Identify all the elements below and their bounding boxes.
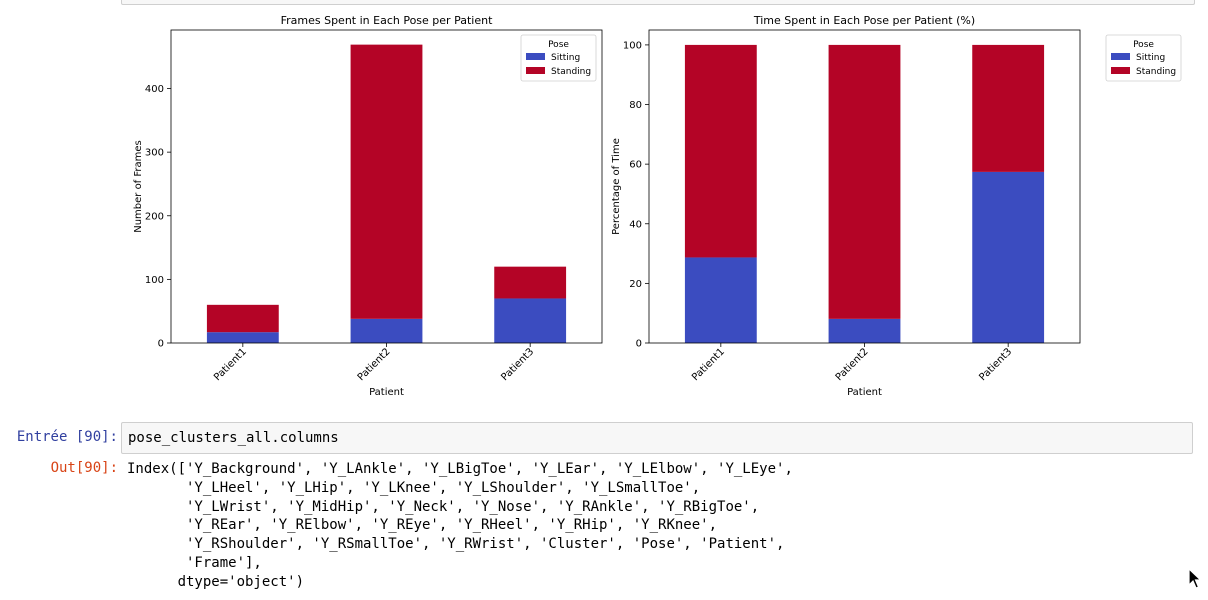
legend-label-standing: Standing: [1136, 67, 1176, 77]
bar-sitting-patient3: [494, 298, 567, 343]
legend-swatch-sitting: [526, 53, 545, 60]
x-tick-label: Patient1: [690, 346, 727, 383]
bar-sitting-patient1: [684, 257, 757, 343]
y-tick-label: 100: [145, 275, 164, 286]
output-line: 'Y_REar', 'Y_RElbow', 'Y_REye', 'Y_RHeel…: [127, 517, 718, 534]
legend-swatch-standing: [526, 67, 545, 74]
legend-title: Pose: [1133, 40, 1154, 50]
input-prompt: Entrée [90]:: [16, 429, 118, 445]
bar-sitting-patient1: [206, 332, 279, 343]
x-tick-label: Patient3: [977, 346, 1014, 383]
legend-swatch-standing: [1111, 67, 1130, 74]
bar-standing-patient3: [972, 44, 1045, 172]
code-input-cell[interactable]: pose_clusters_all.columns: [121, 422, 1193, 454]
output-text: Index(['Y_Background', 'Y_LAnkle', 'Y_LB…: [127, 460, 793, 592]
bar-standing-patient3: [494, 266, 567, 299]
legend-title: Pose: [548, 40, 569, 50]
output-line: 'Y_LHeel', 'Y_LHip', 'Y_LKnee', 'Y_LShou…: [127, 479, 701, 496]
y-tick-label: 0: [636, 339, 642, 350]
bar-standing-patient1: [206, 304, 279, 333]
y-tick-label: 300: [145, 148, 164, 159]
output-line: dtype='object'): [127, 573, 305, 590]
output-line: 'Y_LWrist', 'Y_MidHip', 'Y_Neck', 'Y_Nos…: [127, 498, 760, 515]
y-tick-label: 40: [629, 219, 642, 230]
legend-label-sitting: Sitting: [551, 53, 580, 63]
legend-swatch-sitting: [1111, 53, 1130, 60]
bar-sitting-patient2: [828, 318, 901, 343]
output-prompt: Out[90]:: [50, 460, 118, 476]
x-tick-label: Patient2: [834, 346, 871, 383]
y-tick-label: 100: [623, 40, 642, 51]
previous-cell-input-box[interactable]: [121, 0, 1195, 5]
output-line: 'Frame'],: [127, 554, 262, 571]
y-tick-label: 400: [145, 84, 164, 95]
x-axis-label: Patient: [369, 387, 404, 398]
y-axis-label: Percentage of Time: [611, 138, 622, 235]
y-tick-label: 200: [145, 211, 164, 222]
x-tick-label: Patient2: [356, 346, 393, 383]
y-tick-label: 20: [629, 279, 642, 290]
chart-title: Frames Spent in Each Pose per Patient: [281, 14, 493, 27]
y-axis-label: Number of Frames: [133, 140, 144, 233]
y-tick-label: 60: [629, 160, 642, 171]
legend-label-sitting: Sitting: [1136, 53, 1165, 63]
chart-title: Time Spent in Each Pose per Patient (%): [753, 14, 975, 27]
output-line: Index(['Y_Background', 'Y_LAnkle', 'Y_LB…: [127, 461, 793, 477]
bar-standing-patient2: [350, 44, 423, 319]
mouse-cursor-icon: [1188, 568, 1201, 589]
legend-label-standing: Standing: [551, 67, 591, 77]
x-tick-label: Patient3: [499, 346, 536, 383]
code-input-text[interactable]: pose_clusters_all.columns: [128, 430, 339, 446]
output-line: 'Y_RShoulder', 'Y_RSmallToe', 'Y_RWrist'…: [127, 536, 785, 553]
x-axis-label: Patient: [847, 387, 882, 398]
y-tick-label: 80: [629, 100, 642, 111]
y-tick-label: 0: [158, 339, 164, 350]
bar-standing-patient2: [828, 44, 901, 319]
bar-sitting-patient2: [350, 318, 423, 343]
bar-standing-patient1: [684, 44, 757, 258]
bar-sitting-patient3: [972, 171, 1045, 343]
x-tick-label: Patient1: [212, 346, 249, 383]
